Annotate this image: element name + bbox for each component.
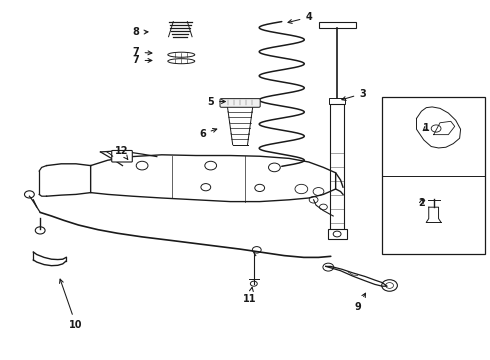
FancyBboxPatch shape <box>382 97 485 254</box>
Text: 6: 6 <box>199 129 217 139</box>
FancyBboxPatch shape <box>327 229 347 239</box>
FancyBboxPatch shape <box>112 150 132 162</box>
Text: 7: 7 <box>133 55 152 66</box>
FancyBboxPatch shape <box>330 104 344 230</box>
Text: 8: 8 <box>133 27 148 37</box>
FancyBboxPatch shape <box>220 99 260 107</box>
Ellipse shape <box>168 59 195 64</box>
Polygon shape <box>326 266 387 286</box>
Text: 11: 11 <box>243 287 257 304</box>
Text: 12: 12 <box>115 146 128 159</box>
Text: 9: 9 <box>354 293 366 312</box>
Text: 2: 2 <box>418 198 425 208</box>
Text: 10: 10 <box>60 279 83 330</box>
FancyBboxPatch shape <box>318 22 356 28</box>
Ellipse shape <box>168 52 195 57</box>
Text: 7: 7 <box>133 47 152 57</box>
Text: 1: 1 <box>423 123 430 133</box>
Text: 5: 5 <box>207 96 225 107</box>
Text: 3: 3 <box>342 89 366 100</box>
FancyBboxPatch shape <box>329 98 345 104</box>
Text: 4: 4 <box>288 12 312 23</box>
